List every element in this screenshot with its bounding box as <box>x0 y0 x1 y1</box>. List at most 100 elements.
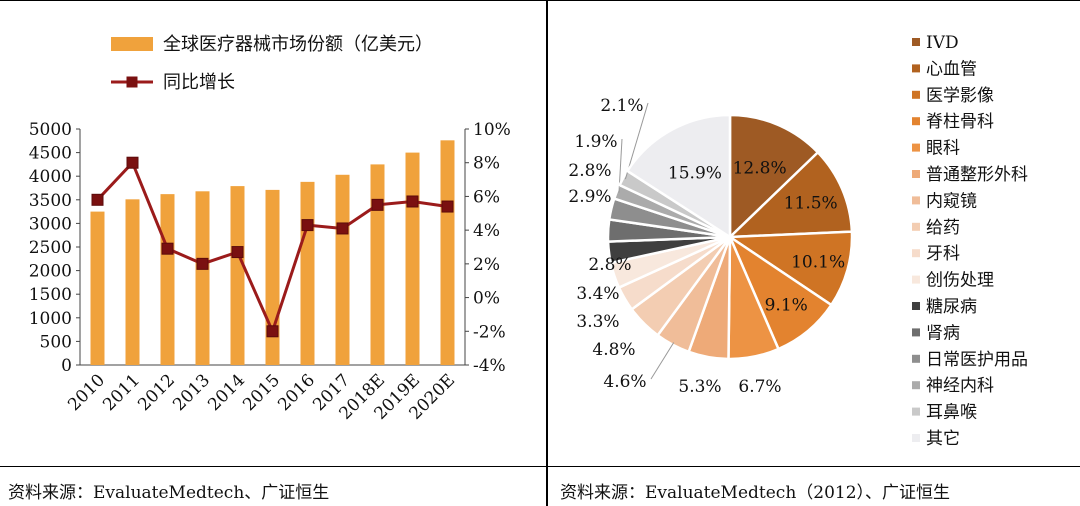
pie-data-label: 4.6% <box>603 372 646 392</box>
pie-legend-swatch <box>912 249 920 258</box>
pie-legend-label: 牙科 <box>926 244 960 264</box>
pie-legend-label: 眼科 <box>926 139 960 159</box>
pie-data-label: 5.3% <box>678 377 721 397</box>
growth-marker <box>196 257 209 270</box>
right-y-tick-label: 6% <box>473 187 500 207</box>
bar <box>335 174 350 365</box>
pie-legend-label: 耳鼻喉 <box>926 403 977 423</box>
pie-legend-swatch <box>912 117 920 126</box>
pie-legend-swatch <box>912 275 920 284</box>
right-y-tick-label: 10% <box>473 120 511 140</box>
bar <box>440 140 455 365</box>
growth-marker <box>336 222 349 235</box>
pie-data-label: 2.8% <box>588 255 631 275</box>
legend-line-marker <box>126 76 138 88</box>
right-y-tick-label: 8% <box>473 154 500 174</box>
pie-legend-label: 给药 <box>926 218 960 238</box>
right-y-tick-label: -2% <box>473 322 506 342</box>
left-y-tick-label: 3500 <box>29 191 72 211</box>
pie-data-label: 15.9% <box>668 164 722 184</box>
pie-data-label: 2.8% <box>568 161 611 181</box>
left-y-tick-label: 500 <box>40 332 72 352</box>
pie-legend-label: 其它 <box>926 429 960 449</box>
right-y-tick-label: 2% <box>473 255 500 275</box>
growth-marker <box>441 200 454 213</box>
growth-marker <box>161 242 174 255</box>
footer-rule-left <box>0 466 546 467</box>
bar <box>125 199 140 365</box>
pie-data-label: 3.3% <box>576 312 619 332</box>
growth-marker <box>126 156 139 169</box>
pie-legend-swatch <box>912 90 920 99</box>
left-y-tick-label: 4000 <box>29 167 72 187</box>
pie-data-label: 9.1% <box>765 296 808 316</box>
right-y-tick-label: 4% <box>473 221 500 241</box>
left-source-note: 资料来源：EvaluateMedtech、广证恒生 <box>8 483 330 503</box>
right-source-note: 资料来源：EvaluateMedtech（2012）、广证恒生 <box>560 483 951 503</box>
pie-legend-label: 普通整形外科 <box>926 165 1028 185</box>
right-y-tick-label: 0% <box>473 289 500 309</box>
pie-legend-swatch <box>912 196 920 205</box>
pie-legend-swatch <box>912 381 920 390</box>
pie-slice <box>625 113 732 240</box>
growth-marker <box>301 219 314 232</box>
market-size-bar-line-chart: 5000450040003500300025002000150010005000… <box>29 34 511 424</box>
pie-legend-swatch <box>912 328 920 337</box>
pie-leader-line <box>650 342 675 380</box>
segment-share-pie-chart: 12.8% 11.5% 10.1% 9.1% 6.7% 5.3% 4.6% 4.8% 3.3% 3… <box>568 33 1028 449</box>
legend-bar-label: 全球医疗器械市场份额（亿美元） <box>163 34 433 55</box>
pie-slice <box>726 150 854 239</box>
pie-legend-label: 创伤处理 <box>926 271 994 291</box>
pie-legend-label: 心血管 <box>926 59 977 79</box>
pie-data-label: 2.9% <box>568 187 611 207</box>
pie-data-label: 11.5% <box>784 193 838 213</box>
pie-legend-swatch <box>912 302 920 310</box>
top-border <box>0 0 1080 1</box>
pie-legend-swatch <box>912 38 920 46</box>
pie-data-label: 2.1% <box>600 96 643 116</box>
right-y-tick-label: -4% <box>473 356 506 376</box>
pie-legend-label: IVD <box>926 33 959 53</box>
growth-marker <box>371 198 384 211</box>
pie-slice <box>726 230 854 307</box>
left-y-tick-label: 0 <box>61 356 72 376</box>
growth-marker <box>266 325 279 338</box>
bar <box>230 186 245 365</box>
pie-legend-label: 内窥镜 <box>926 191 977 211</box>
left-y-tick-label: 3000 <box>29 214 72 234</box>
pie-legend-label: 医学影像 <box>926 86 994 106</box>
left-y-tick-label: 1000 <box>29 309 72 329</box>
bar <box>370 164 385 365</box>
pie-data-label: 1.9% <box>574 132 617 152</box>
left-y-tick-label: 5000 <box>29 120 72 140</box>
pie-legend-swatch <box>912 143 920 152</box>
growth-marker <box>406 195 419 208</box>
center-divider <box>546 0 548 506</box>
legend-line-label: 同比增长 <box>163 72 235 93</box>
pie-legend-label: 日常医护用品 <box>926 350 1028 370</box>
left-y-tick-label: 2000 <box>29 262 72 282</box>
pie-legend-label: 糖尿病 <box>926 297 977 317</box>
growth-marker <box>231 246 244 259</box>
pie-legend-label: 脊柱骨科 <box>926 112 994 132</box>
pie-legend-swatch <box>912 222 920 231</box>
pie-data-label: 4.8% <box>592 340 635 360</box>
bar <box>195 191 210 365</box>
left-y-tick-label: 2500 <box>29 238 72 258</box>
pie-legend-swatch <box>912 170 920 178</box>
bar <box>90 211 105 365</box>
growth-marker <box>91 193 104 206</box>
left-y-tick-label: 1500 <box>29 285 72 305</box>
left-y-tick-label: 4500 <box>29 144 72 164</box>
pie-data-label: 6.7% <box>738 377 781 397</box>
pie-legend-swatch <box>912 407 920 416</box>
pie-data-label: 3.4% <box>576 284 619 304</box>
pie-data-label: 12.8% <box>733 158 787 178</box>
pie-legend-swatch <box>912 354 920 363</box>
pie-legend-swatch <box>912 64 920 73</box>
pie-legend-label: 神经内科 <box>926 376 994 396</box>
pie-slice <box>728 113 820 240</box>
legend-bar-swatch <box>111 37 153 51</box>
pie-legend-swatch <box>912 434 920 442</box>
pie-legend-label: 肾病 <box>926 323 960 343</box>
